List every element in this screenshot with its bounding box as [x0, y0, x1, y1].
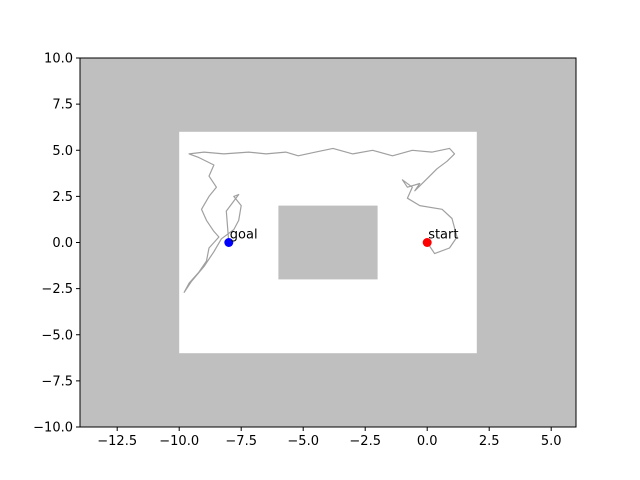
plot-area — [80, 58, 576, 427]
x-tick-label: −10.0 — [159, 434, 199, 449]
y-tick-label: 7.5 — [52, 98, 73, 113]
axes: −12.5 −10.0 −7.5 −5.0 −2.5 0.0 2.5 5.0 −10.0 −7.5… — [33, 52, 577, 449]
x-tick-label: 5.0 — [541, 434, 562, 449]
y-tick-label: −5.0 — [41, 328, 73, 343]
y-tick-label: 0.0 — [52, 236, 73, 251]
start-marker — [422, 238, 432, 247]
obstacle-inner-block — [278, 205, 378, 280]
x-tick-label: −5.0 — [287, 434, 319, 449]
y-tick-label: −10.0 — [33, 421, 73, 436]
start-label: start — [428, 228, 458, 243]
x-tick-label: 0.0 — [417, 434, 438, 449]
random-walk-path — [183, 147, 458, 293]
goal-label: goal — [230, 228, 258, 243]
y-tick-label: 5.0 — [52, 144, 73, 159]
y-tick-label: 10.0 — [44, 52, 73, 67]
y-tick-label: −7.5 — [41, 374, 73, 389]
x-tick-label: −12.5 — [97, 434, 137, 449]
goal-marker — [224, 238, 234, 247]
path-trace-0 — [183, 147, 458, 293]
y-tick-label: −2.5 — [41, 282, 73, 297]
x-tick-label: −2.5 — [349, 434, 381, 449]
y-tick-label: 2.5 — [52, 190, 73, 205]
x-tick-label: 2.5 — [479, 434, 500, 449]
marker-points: goal start — [224, 228, 458, 247]
x-tick-label: −7.5 — [225, 434, 257, 449]
